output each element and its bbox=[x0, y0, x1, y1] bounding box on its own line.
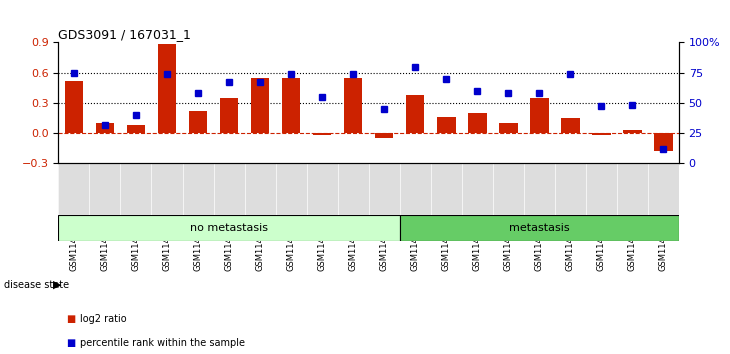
Bar bbox=[406, 95, 425, 133]
Bar bbox=[654, 133, 673, 151]
Bar bbox=[437, 117, 456, 133]
Bar bbox=[64, 81, 83, 133]
Text: GDS3091 / 167031_1: GDS3091 / 167031_1 bbox=[58, 28, 191, 41]
Text: metastasis: metastasis bbox=[509, 223, 569, 233]
Text: log2 ratio: log2 ratio bbox=[80, 314, 127, 324]
Bar bbox=[313, 133, 331, 135]
Bar bbox=[189, 111, 207, 133]
Bar bbox=[468, 113, 487, 133]
Text: percentile rank within the sample: percentile rank within the sample bbox=[80, 338, 245, 348]
Bar bbox=[251, 78, 269, 133]
Bar bbox=[282, 78, 301, 133]
Text: ■: ■ bbox=[66, 338, 75, 348]
Bar bbox=[375, 133, 393, 138]
Bar bbox=[58, 215, 400, 241]
Bar bbox=[158, 45, 177, 133]
Text: no metastasis: no metastasis bbox=[190, 223, 268, 233]
Text: ▶: ▶ bbox=[53, 280, 62, 290]
Bar bbox=[530, 98, 549, 133]
Bar bbox=[400, 215, 679, 241]
Bar bbox=[96, 123, 114, 133]
Bar bbox=[344, 78, 363, 133]
Bar bbox=[220, 98, 238, 133]
Bar bbox=[127, 125, 145, 133]
Text: disease state: disease state bbox=[4, 280, 69, 290]
Bar bbox=[592, 133, 611, 135]
Bar bbox=[561, 118, 580, 133]
Text: ■: ■ bbox=[66, 314, 75, 324]
Bar bbox=[499, 123, 518, 133]
Bar bbox=[623, 130, 642, 133]
